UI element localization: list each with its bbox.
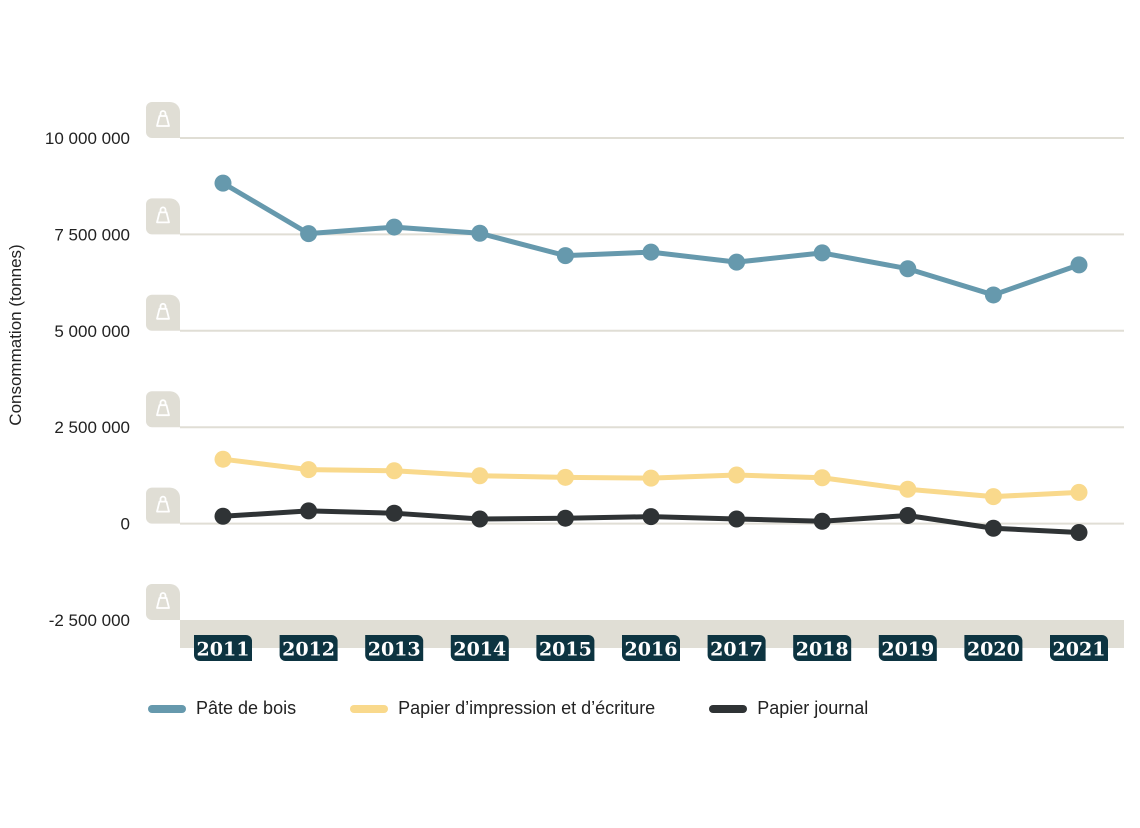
- weight-icon: [146, 102, 180, 138]
- data-point: [556, 247, 574, 265]
- y-tick-label: 5 000 000: [54, 322, 130, 341]
- data-point: [214, 174, 232, 192]
- x-tick-label: 2016: [625, 639, 678, 661]
- x-tick-year-2019: 2019: [878, 635, 937, 661]
- legend-item-pate-de-bois: Pâte de bois: [148, 698, 296, 719]
- y-tick-label: -2 500 000: [49, 611, 130, 630]
- data-point: [899, 260, 917, 278]
- x-tick-label: 2018: [796, 639, 849, 661]
- y-tick-label: 2 500 000: [54, 418, 130, 437]
- data-point: [728, 253, 746, 271]
- data-point: [385, 218, 403, 236]
- data-point: [728, 510, 746, 528]
- year-tag: [1050, 635, 1108, 661]
- x-tick-label: 2011: [197, 639, 250, 661]
- year-tag: [279, 635, 338, 661]
- legend-label: Papier journal: [757, 698, 869, 718]
- series-1: [214, 450, 1088, 506]
- data-point: [214, 507, 232, 525]
- data-point: [813, 469, 831, 487]
- year-tag: [450, 635, 509, 661]
- y-tick-label: 10 000 000: [45, 129, 130, 148]
- year-tag: [365, 635, 424, 661]
- x-tick-label: 2013: [368, 639, 421, 661]
- x-tick-year-2021: 2021: [1050, 635, 1108, 661]
- year-tag: [194, 635, 252, 661]
- series-0: [214, 174, 1088, 304]
- data-point: [300, 461, 318, 479]
- year-tag: [622, 635, 680, 661]
- gridlines: [180, 137, 1124, 525]
- x-tick-label: 2015: [539, 639, 592, 661]
- year-tag: [793, 635, 852, 661]
- legend-swatch: [709, 704, 748, 713]
- x-tick-year-2013: 2013: [365, 635, 424, 661]
- legend-label: Papier d’impression et d’écriture: [398, 698, 656, 718]
- data-point: [385, 504, 403, 522]
- data-point: [471, 467, 489, 485]
- data-point: [556, 468, 574, 486]
- data-point: [899, 480, 917, 498]
- x-tick-label: 2017: [710, 639, 763, 661]
- data-point: [300, 225, 318, 243]
- legend-item-papier-impression: Papier d’impression et d’écriture: [350, 698, 655, 719]
- data-point: [642, 243, 660, 261]
- x-tick-year-2020: 2020: [964, 635, 1023, 661]
- data-point: [300, 502, 318, 520]
- legend-swatch: [148, 704, 186, 713]
- year-tag: [878, 635, 937, 661]
- x-tick-year-2016: 2016: [622, 635, 680, 661]
- x-tick-year-2018: 2018: [793, 635, 852, 661]
- weight-icon: [146, 294, 180, 331]
- data-point: [1070, 523, 1088, 541]
- data-point: [385, 462, 403, 480]
- x-tick-year-2017: 2017: [707, 635, 766, 661]
- legend-swatch: [350, 704, 389, 713]
- series: [214, 174, 1088, 541]
- data-point: [984, 286, 1002, 304]
- weight-icon: [146, 198, 180, 235]
- series-line: [220, 180, 1082, 298]
- data-point: [728, 466, 746, 484]
- x-tick-year-2011: 2011: [194, 635, 252, 661]
- legend: Pâte de bois Papier d’impression et d’éc…: [148, 698, 868, 719]
- x-tick-label: 2020: [967, 639, 1020, 661]
- data-point: [1070, 256, 1088, 274]
- weight-icon: [146, 584, 180, 620]
- y-axis-title: Consommation (tonnes): [6, 244, 25, 425]
- x-tick-year-2015: 2015: [536, 635, 595, 661]
- data-point: [471, 510, 489, 528]
- data-point: [813, 244, 831, 262]
- x-tick-year-2012: 2012: [279, 635, 338, 661]
- data-point: [642, 469, 660, 487]
- data-point: [1070, 483, 1088, 501]
- series-2: [214, 502, 1088, 541]
- x-tick-year-2014: 2014: [450, 635, 509, 661]
- weight-icon: [146, 487, 180, 524]
- x-tick-label: 2014: [453, 639, 506, 661]
- data-point: [642, 508, 660, 526]
- data-point: [813, 512, 831, 530]
- data-point: [899, 507, 917, 525]
- year-tag: [707, 635, 766, 661]
- weight-icon: [146, 391, 180, 428]
- x-axis-ticks: 2011 2012 2013 2014 2015 2016 2017 2018 2019 2020…: [194, 635, 1108, 661]
- legend-label: Pâte de bois: [196, 698, 297, 718]
- data-point: [556, 509, 574, 527]
- x-tick-label: 2012: [282, 639, 335, 661]
- data-point: [214, 450, 232, 468]
- year-tag: [536, 635, 595, 661]
- x-tick-label: 2019: [881, 639, 934, 661]
- y-tick-label: 7 500 000: [54, 225, 130, 244]
- legend-item-papier-journal: Papier journal: [709, 698, 868, 719]
- data-point: [984, 519, 1002, 537]
- data-point: [984, 488, 1002, 506]
- year-tag: [964, 635, 1023, 661]
- data-point: [471, 224, 489, 242]
- y-tick-label: 0: [121, 515, 130, 534]
- x-tick-label: 2021: [1053, 639, 1106, 661]
- y-axis-ticks: 10 000 000 7 500 000 5 000 000 2 500 000 0 -2…: [45, 102, 180, 630]
